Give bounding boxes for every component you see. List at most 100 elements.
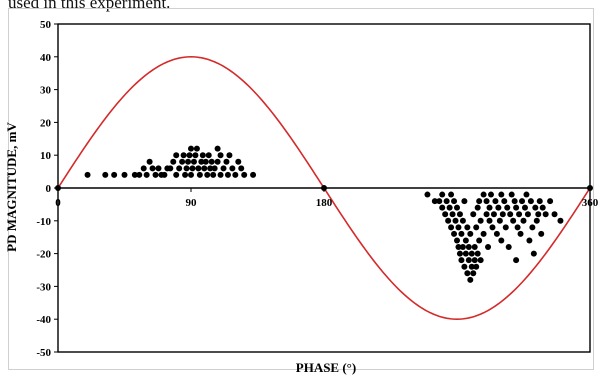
data-point xyxy=(185,158,192,165)
y-tick-label: 50 xyxy=(40,19,52,31)
data-point xyxy=(458,257,465,264)
data-point xyxy=(499,211,506,218)
data-point xyxy=(454,204,460,211)
data-point xyxy=(224,171,231,178)
data-point xyxy=(186,152,193,159)
data-point xyxy=(214,145,221,152)
data-point xyxy=(505,244,512,251)
y-tick-label: 10 xyxy=(40,150,52,162)
data-point xyxy=(521,204,528,211)
data-point xyxy=(480,230,487,237)
data-point xyxy=(217,152,224,159)
data-point xyxy=(462,250,469,257)
data-point xyxy=(480,191,487,198)
data-point xyxy=(223,158,230,165)
data-point xyxy=(517,230,524,237)
data-point xyxy=(483,211,490,218)
y-tick-label: 30 xyxy=(40,85,52,97)
data-point xyxy=(102,171,109,178)
data-point xyxy=(477,217,484,224)
data-point xyxy=(461,263,468,270)
data-point xyxy=(520,217,527,224)
data-point xyxy=(192,152,199,159)
data-point xyxy=(451,198,458,205)
x-axis-title: PHASE (°) xyxy=(296,360,356,375)
data-point xyxy=(131,171,138,178)
data-point xyxy=(436,198,443,205)
data-point xyxy=(238,165,245,172)
data-point xyxy=(210,171,217,178)
data-point xyxy=(470,270,477,277)
data-point xyxy=(504,204,511,211)
data-point xyxy=(452,217,459,224)
data-point xyxy=(502,224,509,231)
data-point xyxy=(516,211,523,218)
data-point xyxy=(459,244,466,251)
data-point xyxy=(464,224,471,231)
data-point xyxy=(464,270,471,277)
data-point xyxy=(140,165,147,172)
data-point xyxy=(487,191,494,198)
data-point xyxy=(143,171,150,178)
x-tick-label: 0 xyxy=(55,197,61,209)
data-point xyxy=(508,191,515,198)
data-point xyxy=(459,217,466,224)
data-point xyxy=(196,171,203,178)
data-point xyxy=(458,230,465,237)
data-point xyxy=(229,165,236,172)
data-point xyxy=(495,204,502,211)
data-point xyxy=(149,165,156,172)
data-point xyxy=(445,217,452,224)
y-axis-title: PD MAGNITUDE, mV xyxy=(4,122,19,252)
data-point xyxy=(198,158,205,165)
data-point xyxy=(211,165,218,172)
data-point xyxy=(189,165,196,172)
data-point xyxy=(539,204,546,211)
data-point xyxy=(468,263,475,270)
data-point xyxy=(492,198,499,205)
data-point xyxy=(208,158,215,165)
data-point xyxy=(533,217,540,224)
data-point xyxy=(526,237,533,244)
data-point xyxy=(456,250,463,257)
data-point xyxy=(136,171,143,178)
data-point xyxy=(486,217,493,224)
data-point xyxy=(180,152,187,159)
data-point xyxy=(173,171,180,178)
data-point xyxy=(467,276,474,283)
data-point xyxy=(527,198,534,205)
data-point xyxy=(111,171,118,178)
data-point xyxy=(519,198,526,205)
data-point xyxy=(536,198,543,205)
data-point xyxy=(439,204,446,211)
data-point xyxy=(542,211,549,218)
data-point xyxy=(190,158,197,165)
data-point xyxy=(84,171,91,178)
data-point xyxy=(557,217,564,224)
data-point xyxy=(468,250,475,257)
data-point xyxy=(448,224,455,231)
data-point xyxy=(551,211,558,218)
data-point xyxy=(523,191,530,198)
data-point xyxy=(496,217,503,224)
caption-text: used in this experiment. xyxy=(8,0,171,12)
y-tick-label: -20 xyxy=(36,249,51,261)
data-point xyxy=(161,171,168,178)
data-point xyxy=(431,198,438,205)
data-point xyxy=(439,191,446,198)
data-point xyxy=(443,198,450,205)
data-point xyxy=(448,191,455,198)
data-point xyxy=(490,211,497,218)
data-point xyxy=(424,191,431,198)
data-point xyxy=(220,165,227,172)
data-point xyxy=(446,204,453,211)
data-point xyxy=(188,145,194,152)
data-point xyxy=(461,198,468,205)
data-point xyxy=(451,230,458,237)
data-point xyxy=(232,171,239,178)
data-point xyxy=(449,211,456,218)
x-tick-label: 180 xyxy=(316,197,333,209)
data-points-layer xyxy=(55,145,593,283)
data-point xyxy=(485,244,492,251)
